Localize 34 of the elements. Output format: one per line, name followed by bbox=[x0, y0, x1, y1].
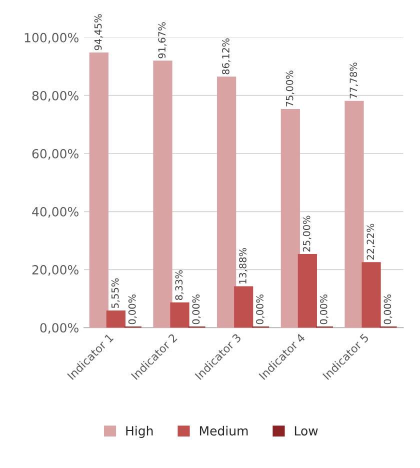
data-label: 91,67% bbox=[158, 22, 167, 58]
data-label: 25,00% bbox=[302, 216, 312, 252]
y-tick-label: 20,00% bbox=[32, 265, 78, 276]
y-tick-label: 100,00% bbox=[24, 32, 78, 44]
data-label: 13,88% bbox=[239, 248, 248, 284]
y-tick-label: 80,00% bbox=[32, 90, 78, 102]
y-tick-label: 40,00% bbox=[32, 207, 78, 218]
bar bbox=[280, 108, 300, 328]
bar bbox=[217, 76, 236, 328]
legend-label: High bbox=[126, 426, 153, 438]
data-label: 22,22% bbox=[366, 224, 376, 260]
bar bbox=[344, 100, 364, 328]
data-label: 94,45% bbox=[94, 14, 103, 50]
data-label: 75,00% bbox=[286, 70, 294, 106]
data-label: 0,00% bbox=[320, 294, 328, 324]
bar bbox=[170, 302, 190, 328]
data-label: 8,33% bbox=[175, 270, 184, 300]
y-tick-label: 0,00% bbox=[40, 323, 78, 334]
data-label: 0,00% bbox=[192, 294, 201, 324]
data-label: 5,55% bbox=[111, 278, 120, 308]
bar bbox=[298, 254, 317, 328]
y-tick-label: 60,00% bbox=[32, 148, 78, 160]
data-label: 0,00% bbox=[256, 294, 264, 324]
data-label: 0,00% bbox=[384, 294, 392, 324]
data-label: 77,78% bbox=[350, 62, 358, 98]
bar bbox=[89, 52, 108, 328]
bar bbox=[153, 60, 172, 328]
bar bbox=[362, 262, 381, 328]
legend-label: Low bbox=[294, 426, 318, 436]
legend-label: Medium bbox=[200, 426, 248, 436]
data-label: 0,00% bbox=[128, 294, 137, 324]
bar bbox=[106, 310, 126, 328]
data-label: 86,12% bbox=[222, 38, 230, 74]
bar bbox=[234, 286, 254, 328]
